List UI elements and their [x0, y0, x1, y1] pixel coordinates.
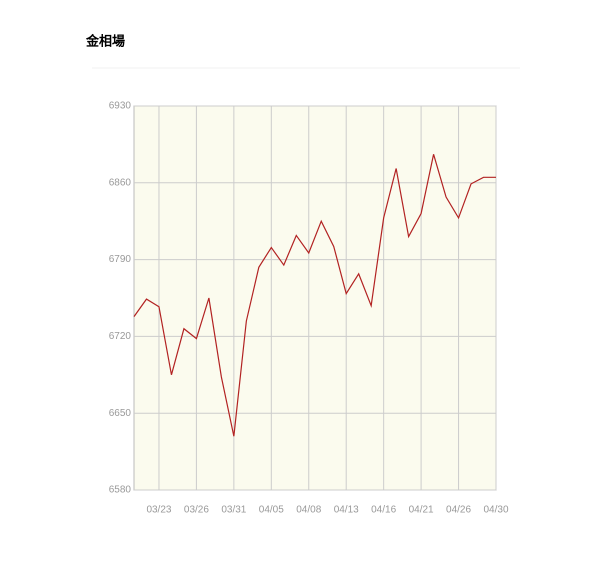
y-tick-label: 6930: [109, 101, 132, 112]
x-tick-label: 03/26: [184, 505, 209, 516]
y-tick-label: 6720: [109, 331, 132, 342]
chart-title: 金相場: [85, 33, 125, 48]
x-tick-label: 04/21: [409, 505, 434, 516]
y-tick-label: 6860: [109, 177, 132, 188]
y-tick-label: 6650: [109, 408, 132, 419]
x-tick-label: 03/23: [146, 505, 171, 516]
x-tick-label: 03/31: [221, 505, 246, 516]
x-tick-label: 04/05: [259, 505, 284, 516]
x-tick-label: 04/13: [334, 505, 359, 516]
plot-area: [133, 105, 497, 491]
y-tick-label: 6580: [109, 485, 132, 496]
line: [133, 154, 496, 437]
x-tick-label: 04/30: [483, 505, 508, 516]
x-tick-label: 04/08: [296, 505, 321, 516]
x-tick-label: 04/16: [371, 505, 396, 516]
y-tick-label: 6790: [109, 254, 132, 265]
x-tick-label: 04/26: [446, 505, 471, 516]
